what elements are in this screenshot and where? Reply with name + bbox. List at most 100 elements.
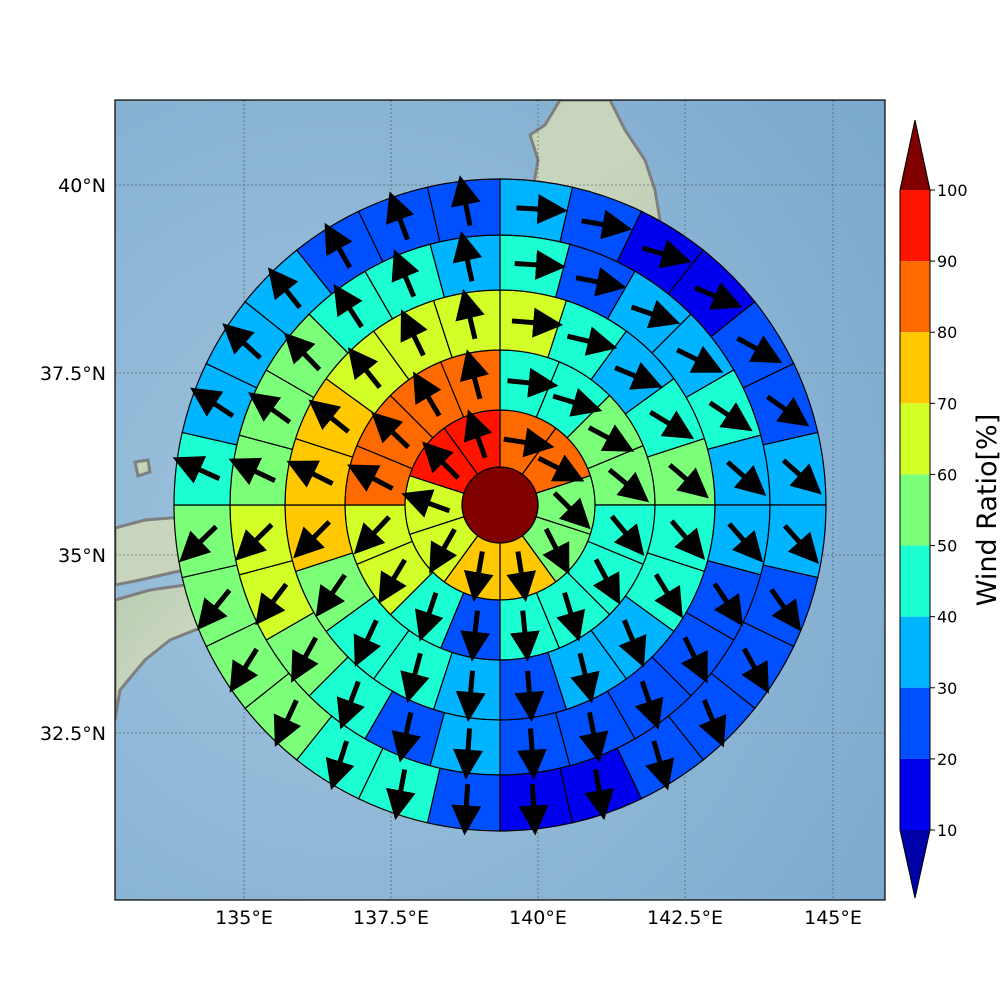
wind-arrow [391, 249, 420, 298]
wind-arrow [308, 399, 350, 434]
land-oki-island [133, 458, 152, 478]
wind-arrow [694, 282, 743, 310]
polar-wind-grid [172, 175, 827, 836]
wind-arrow [347, 464, 394, 492]
wind-arrow [401, 489, 451, 518]
colorbar-segment [900, 616, 930, 688]
wind-arrow [463, 551, 494, 603]
wind-arrow [325, 740, 355, 791]
wind-arrow [556, 591, 586, 642]
colorbar-tick-label: 50 [937, 537, 957, 556]
wind-arrow [455, 288, 485, 340]
colorbar-tick-label: 70 [937, 394, 957, 413]
wind-arrow [511, 307, 564, 338]
wind-arrow [451, 175, 481, 227]
wind-arrow [293, 520, 331, 559]
wind-arrow [179, 524, 218, 563]
wind-arrow [371, 411, 411, 450]
wind-arrow [286, 460, 334, 488]
map-area [115, 100, 885, 900]
wind-arrow [542, 527, 570, 575]
wind-arrow [570, 652, 600, 704]
wind-arrow [708, 400, 753, 432]
wind-arrow [516, 194, 568, 225]
wind-arrow [229, 647, 259, 693]
colorbar-tick-label: 40 [937, 608, 957, 627]
wind-arrow [172, 456, 221, 484]
wind-arrow [324, 222, 353, 269]
wind-arrow [451, 784, 482, 836]
colorbar-extend-min [900, 830, 930, 898]
wind-arrow [509, 610, 540, 662]
wind-arrow [386, 191, 415, 241]
lon-tick-label: 142.5°E [647, 907, 723, 929]
wind-arrow [336, 680, 365, 730]
wind-arrow [668, 463, 709, 499]
wind-arrow [413, 371, 442, 417]
lon-tick-label: 145°E [804, 907, 862, 929]
colorbar-segment [900, 190, 930, 262]
lat-tick-label: 37.5°N [40, 363, 106, 385]
colorbar-tick-label: 20 [937, 750, 957, 769]
wind-arrow [649, 409, 695, 439]
wind-arrow [273, 699, 302, 747]
lat-tick-label: 40°N [58, 175, 106, 197]
wind-arrow [386, 769, 416, 821]
map-frame [114, 99, 886, 901]
wind-arrow [782, 524, 820, 564]
colorbar-segment [900, 687, 930, 759]
wind-arrow [736, 335, 783, 364]
wind-arrow [552, 387, 603, 417]
wind-arrow [581, 209, 633, 240]
wind-arrow [641, 239, 692, 269]
wind-arrow [353, 515, 391, 555]
colorbar-label: Wind Ratio[%] [972, 414, 1000, 606]
colorbar-tick-label: 100 [937, 181, 968, 200]
wind-arrow [727, 522, 764, 563]
wind-arrow [503, 427, 555, 458]
sector-cell [173, 504, 238, 579]
wind-arrow [607, 467, 650, 503]
wind-arrow [552, 491, 591, 530]
wind-arrow [347, 347, 382, 390]
wind-arrow [514, 670, 545, 722]
wind-arrow [653, 573, 683, 619]
wind-arrow [645, 740, 675, 791]
colorbar-extend-max [900, 120, 930, 190]
wind-arrow [333, 283, 364, 329]
wind-arrow [463, 409, 493, 459]
wind-arrow [676, 345, 724, 373]
wind-arrow [255, 582, 289, 626]
wind-arrow [283, 332, 322, 372]
wind-arrow [765, 394, 810, 427]
wind-arrow [459, 349, 489, 400]
wind-arrow [248, 392, 292, 425]
colorbar-tick-label: 90 [937, 252, 957, 271]
wind-arrow [669, 519, 706, 561]
wind-arrow [452, 231, 483, 282]
lat-tick-labels: 40°N 37.5°N 35°N 32.5°N [40, 175, 106, 745]
colorbar-segment [900, 332, 930, 404]
wind-arrow [769, 588, 802, 632]
sector-cell [426, 178, 501, 243]
wind-arrow [584, 769, 614, 821]
colorbar-tick-label: 30 [937, 679, 957, 698]
colorbar-segment [900, 758, 930, 830]
wind-arrow [516, 728, 547, 780]
colorbar-segment [900, 545, 930, 617]
colorbar-tick-label: 60 [937, 465, 957, 484]
wind-arrow [228, 457, 277, 486]
wind-arrow [781, 458, 822, 495]
wind-arrow [578, 711, 609, 763]
sector-cell [499, 767, 574, 832]
wind-arrow [587, 424, 635, 452]
colorbar-segment [900, 474, 930, 546]
wind-arrow [518, 784, 549, 836]
wind-arrow [400, 652, 430, 704]
wind-arrow [537, 454, 585, 482]
wind-arrow [222, 323, 262, 360]
wind-arrow [592, 558, 621, 605]
wind-arrow [680, 636, 708, 684]
colorbar-tick-label: 10 [937, 821, 957, 840]
